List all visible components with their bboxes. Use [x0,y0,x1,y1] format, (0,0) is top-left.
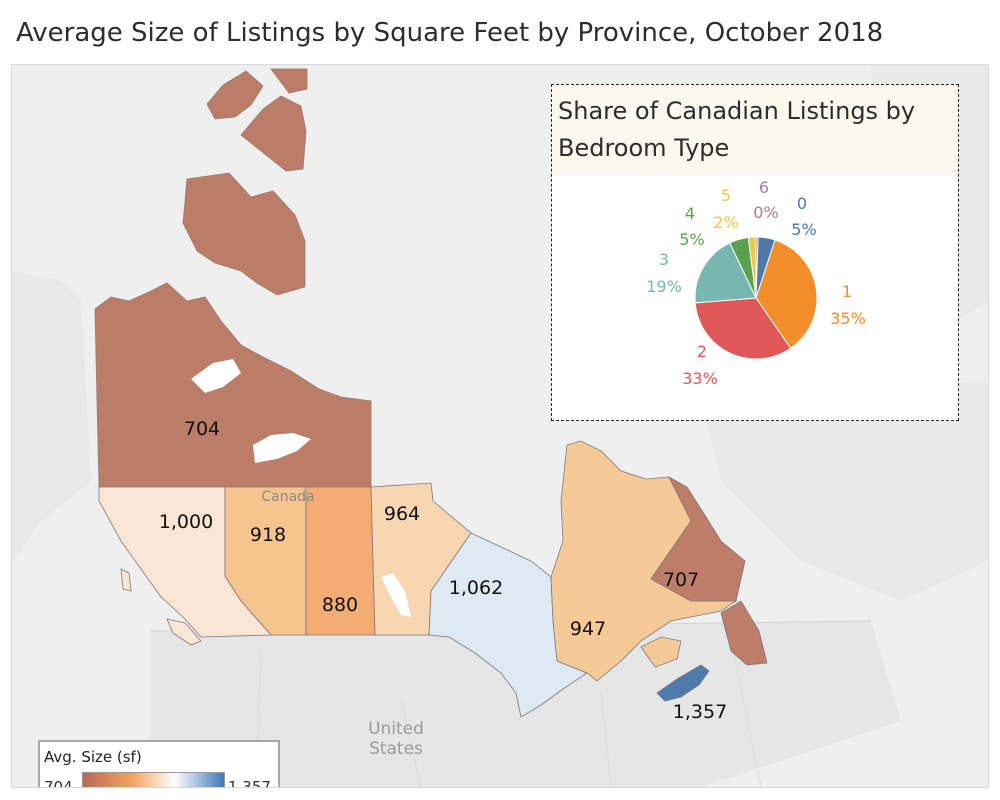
great-bear-lake [191,359,241,393]
arctic-island-2 [240,95,307,172]
pie-percent-label-0: 5% [791,220,816,239]
value-label-ab: 918 [250,524,286,546]
arctic-island-3 [270,68,308,94]
newfoundland-island [720,600,768,666]
region-qc[interactable] [550,440,738,682]
pie-percent-label-5: 2% [713,213,738,232]
value-label-nl: 707 [663,569,699,591]
pie-chart: 0 5% 1 35% 2 33% 3 19% 4 5% 5 2% 6 0% [646,178,866,388]
pie-slice-2[interactable] [694,297,792,360]
pie-slice-1[interactable] [755,239,818,349]
pie-title-line1: Share of Canadian Listings by [558,97,916,125]
pie-category-label-5: 5 [721,186,731,205]
value-label-ns: 1,357 [673,701,727,723]
pie-percent-label-2: 33% [682,369,718,388]
pie-slice-6[interactable] [755,236,759,299]
united-states-label-line1: United [368,719,424,739]
value-label-on: 1,062 [449,577,503,599]
pie-percent-label-3: 19% [646,277,682,296]
pie-category-label-6: 6 [759,178,769,197]
pie-category-label-1: 1 [842,282,852,301]
color-legend[interactable]: Avg. Size (sf) 704 1,357 [38,740,280,788]
pie-category-label-3: 3 [659,250,669,269]
pie-percent-label-1: 35% [830,309,866,328]
haida-gwaii [120,568,132,592]
region-ns[interactable] [656,664,710,702]
legend-max-value: 1,357 [228,778,271,788]
page-title: Average Size of Listings by Square Feet … [16,18,884,48]
value-label-bc: 1,000 [159,511,213,533]
pie-title-line2: Bedroom Type [558,134,730,162]
arctic-island-1 [206,70,264,120]
region-on[interactable] [428,532,588,718]
value-label-mb: 964 [384,503,420,525]
value-label-north: 704 [184,418,220,440]
pie-category-label-0: 0 [797,194,807,213]
vancouver-island [166,618,202,646]
pie-percent-label-4: 5% [679,230,704,249]
canada-label: Canada [261,489,314,505]
legend-min-value: 704 [44,778,73,788]
pie-chart-panel[interactable]: Share of Canadian Listings by Bedroom Typ… [551,84,959,421]
pie-percent-label-6: 0% [753,203,778,222]
legend-title: Avg. Size (sf) [44,748,142,766]
pie-category-label-2: 2 [697,342,707,361]
pie-header: Share of Canadian Listings by Bedroom Typ… [552,85,958,175]
pie-category-label-4: 4 [685,204,695,223]
lake-winnipeg [381,573,411,617]
value-label-qc: 947 [570,618,606,640]
legend-color-ramp [82,772,225,787]
region-nl[interactable] [650,476,746,602]
victoria-island [182,172,306,296]
region-north[interactable] [94,68,372,488]
region-maritimes [640,636,682,668]
great-slave-lake [253,433,311,463]
united-states-label-line2: States [369,739,423,759]
pie-slice-3[interactable] [694,242,757,304]
value-label-sk: 880 [322,594,358,616]
pie-title: Share of Canadian Listings by Bedroom Typ… [558,93,954,167]
